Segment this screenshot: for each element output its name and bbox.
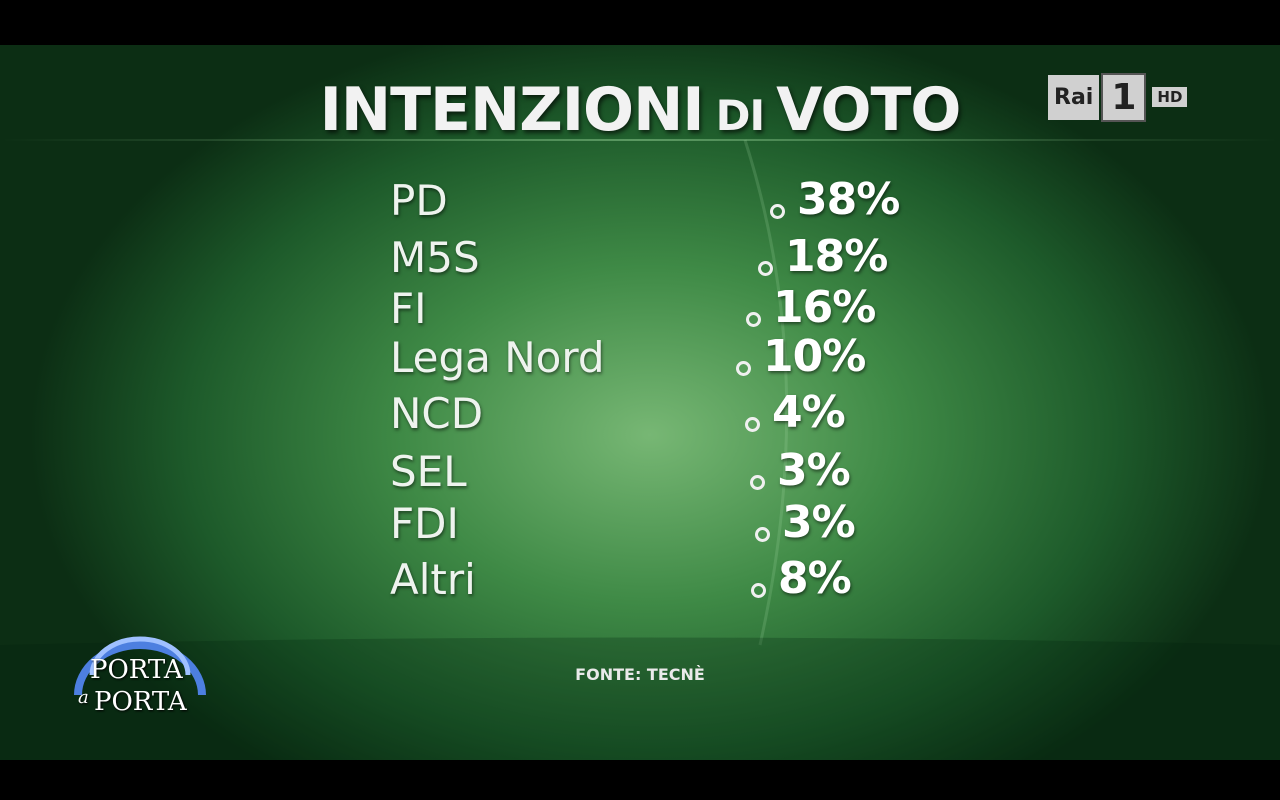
title-word: VOTO xyxy=(776,75,961,145)
logo-brand: Rai xyxy=(1048,74,1100,120)
party-value: 8% xyxy=(778,553,852,604)
party-value: 4% xyxy=(772,387,846,438)
party-name: FDI xyxy=(390,499,459,548)
party-name: SEL xyxy=(390,447,467,496)
background-curves xyxy=(0,139,1280,760)
graphic-panel: INTENZIONI DI VOTO PD 38% M5S 18% FI 16% Lega No… xyxy=(0,45,1280,760)
bullet xyxy=(750,475,765,490)
party-name: PD xyxy=(390,176,448,225)
party-name: NCD xyxy=(390,389,484,438)
party-name: FI xyxy=(390,284,427,333)
logo-word: PORTA xyxy=(94,687,187,717)
bullet xyxy=(758,261,773,276)
bullet xyxy=(746,312,761,327)
party-value: 38% xyxy=(797,174,900,225)
source: FONTE: TECNÈ xyxy=(575,665,705,684)
channel-logo: Rai 1 HD xyxy=(1048,72,1188,122)
show-logo: PORTA a PORTA xyxy=(70,615,210,735)
logo-arcs xyxy=(74,636,206,696)
title-word: INTENZIONI xyxy=(319,75,705,145)
bullet xyxy=(751,583,766,598)
bottom-band xyxy=(0,637,1280,760)
bullet xyxy=(736,361,751,376)
curve xyxy=(743,139,789,646)
arc xyxy=(74,641,206,696)
party-value: 16% xyxy=(773,282,876,333)
logo-word: PORTA xyxy=(90,655,183,685)
party-value: 18% xyxy=(785,231,888,282)
bullet xyxy=(770,204,785,219)
title-word: DI xyxy=(715,91,765,140)
party-name: Lega Nord xyxy=(390,333,605,382)
bullet xyxy=(755,527,770,542)
arc xyxy=(89,636,191,676)
title-rule xyxy=(0,139,1280,141)
logo-number: 1 xyxy=(1101,72,1147,122)
party-name: M5S xyxy=(390,233,480,282)
party-value: 10% xyxy=(763,331,866,382)
party-name: Altri xyxy=(390,555,476,604)
logo-word: a xyxy=(78,687,89,708)
bullet xyxy=(745,417,760,432)
party-value: 3% xyxy=(782,497,856,548)
logo-hd: HD xyxy=(1152,87,1188,107)
party-value: 3% xyxy=(777,445,851,496)
title: INTENZIONI DI VOTO xyxy=(0,75,1280,145)
